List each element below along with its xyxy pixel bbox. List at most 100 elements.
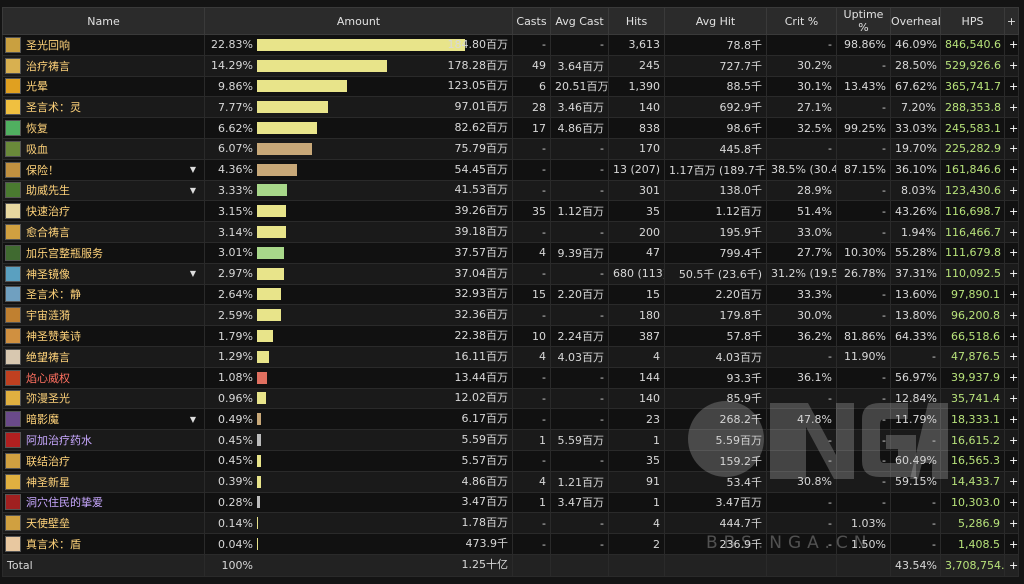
add-button[interactable]: + (1004, 387, 1019, 410)
ability-name[interactable]: 圣光回响 (26, 38, 70, 52)
ability-row[interactable]: 愈合祷言 3.14% 39.18百万 - -200 195.9千 33.0% -1.94% 11… (2, 221, 1019, 243)
header-row: Name Amount Casts Avg Cast Hits Avg Hit … (2, 7, 1019, 35)
ability-row[interactable]: 宇宙涟漪 2.59% 32.36百万 - -180 179.8千 30.0% -13.80% 9… (2, 304, 1019, 327)
ability-row[interactable]: 真言术：盾 0.04% 473.9千 - -2 236.9千 -1.50% -1,408.5 + (2, 533, 1019, 555)
ability-row[interactable]: 联结治疗 0.45% 5.57百万 - -35 159.2千 - -60.49% 16,565.… (2, 449, 1019, 472)
col-uptime-header[interactable]: Uptime % (836, 7, 891, 35)
amount-percent: 7.77% (218, 100, 253, 114)
expand-caret-icon[interactable]: ▼ (189, 185, 196, 195)
ability-row[interactable]: 阿加治疗药水 0.45% 5.59百万 1 5.59百万 1 5.59百万 - - -16,615… (2, 429, 1019, 451)
ability-name[interactable]: 恢复 (26, 122, 48, 136)
add-button[interactable]: + (1004, 345, 1019, 368)
ability-name[interactable]: 真言术：盾 (26, 538, 81, 552)
ability-row[interactable]: 圣言术：灵 7.77% 97.01百万 28 3.46百万 140 692.9千 27.1% -… (2, 96, 1019, 119)
ability-name[interactable]: 天使壁垒 (26, 517, 70, 531)
col-name-header[interactable]: Name (2, 7, 205, 35)
add-button[interactable]: + (1004, 408, 1019, 431)
add-button[interactable]: + (1004, 325, 1019, 347)
ability-name[interactable]: 绝望祷言 (26, 350, 70, 364)
ability-name[interactable]: 焰心威权 (26, 371, 70, 385)
ability-row[interactable]: 吸血 6.07% 75.79百万 - -170 445.8千 - -19.70% 225,282… (2, 137, 1019, 160)
ability-name[interactable]: 神圣新星 (26, 475, 70, 489)
ability-name[interactable]: 加乐宫整瓶服务 (26, 246, 103, 260)
ability-name[interactable]: 洞穴住民的挚爱 (26, 496, 103, 510)
add-button[interactable]: + (1004, 429, 1019, 451)
add-button[interactable]: + (1004, 117, 1019, 139)
add-button[interactable]: + (1004, 179, 1019, 202)
ability-row[interactable]: 恢复 6.62% 82.62百万 17 4.86百万 838 98.6千 32.5% 99.25… (2, 117, 1019, 139)
ability-row[interactable]: 天使壁垒 0.14% 1.78百万 - -4 444.7千 -1.03% -5,286.9 + (2, 512, 1019, 535)
ability-name[interactable]: 吸血 (26, 142, 48, 156)
ability-row[interactable]: 焰心威权 1.08% 13.44百万 - -144 93.3千 36.1% -56.97% 39… (2, 366, 1019, 389)
add-button[interactable]: + (1004, 283, 1019, 306)
col-amount-header[interactable]: Amount (204, 7, 513, 35)
ability-row[interactable]: 光晕 9.86% 123.05百万 6 20.51百万 1,390 88.5千 30.1% 13… (2, 75, 1019, 98)
add-button[interactable]: + (1004, 241, 1019, 264)
amount-percent: 3.14% (218, 225, 253, 239)
ability-row[interactable]: 快速治疗 3.15% 39.26百万 35 1.12百万 35 1.12百万 51.4% -43… (2, 200, 1019, 223)
ability-row[interactable]: 弥漫圣光 0.96% 12.02百万 - -140 85.9千 - -12.84% 35,741… (2, 387, 1019, 410)
ability-name[interactable]: 暗影魔 (26, 413, 59, 427)
ability-name[interactable]: 治疗祷言 (26, 59, 70, 73)
ability-name[interactable]: 宇宙涟漪 (26, 309, 70, 323)
amount-value: 13.44百万 (454, 370, 509, 384)
hps-value: 288,353.8 (940, 96, 1005, 119)
ability-row[interactable]: 洞穴住民的挚爱 0.28% 3.47百万 1 3.47百万 1 3.47百万 - - -10,30… (2, 491, 1019, 514)
col-overheal-header[interactable]: Overheal (890, 7, 941, 35)
ability-name[interactable]: 保险！ (26, 163, 59, 177)
add-button[interactable]: + (1004, 75, 1019, 98)
ability-row[interactable]: 圣光回响 22.83% 184.80百万 - -3,613 78.8千 -98.86% 46.… (2, 34, 1019, 56)
ability-row[interactable]: 暗影魔 ▼ 0.49% 6.17百万 - -23 268.2千 47.8% -11.79% 18,… (2, 408, 1019, 431)
ability-name[interactable]: 愈合祷言 (26, 226, 70, 240)
ability-name[interactable]: 神圣赞美诗 (26, 330, 81, 344)
add-button[interactable]: + (1004, 533, 1019, 555)
add-button[interactable]: + (1004, 491, 1019, 514)
add-row-button[interactable]: + (1004, 553, 1019, 577)
add-button[interactable]: + (1004, 470, 1019, 493)
add-button[interactable]: + (1004, 449, 1019, 472)
ability-row[interactable]: 保险！ ▼ 4.36% 54.45百万 - -13 (207) 1.17百万 (189.7千… (2, 158, 1019, 181)
add-button[interactable]: + (1004, 366, 1019, 389)
col-hps-header[interactable]: HPS (940, 7, 1005, 35)
ability-name[interactable]: 弥漫圣光 (26, 392, 70, 406)
add-button[interactable]: + (1004, 54, 1019, 77)
ability-row[interactable]: 助威先生 ▼ 3.33% 41.53百万 - -301 138.0千 28.9% -8.03% 1… (2, 179, 1019, 202)
add-button[interactable]: + (1004, 304, 1019, 327)
col-avg-hit-header[interactable]: Avg Hit (664, 7, 767, 35)
add-button[interactable]: + (1004, 137, 1019, 160)
ability-row[interactable]: 治疗祷言 14.29% 178.28百万 49 3.64百万 245 727.7千 30.2%… (2, 54, 1019, 77)
expand-caret-icon[interactable]: ▼ (189, 165, 196, 175)
ability-row[interactable]: 神圣新星 0.39% 4.86百万 4 1.21百万 91 53.4千 30.8% -59.15… (2, 470, 1019, 493)
ability-name[interactable]: 助威先生 (26, 184, 70, 198)
col-avg-cast-header[interactable]: Avg Cast (550, 7, 609, 35)
ability-row[interactable]: 神圣赞美诗 1.79% 22.38百万 10 2.24百万 387 57.8千 36.2% 81… (2, 325, 1019, 347)
hits: 4 (608, 512, 665, 535)
ability-row[interactable]: 圣言术：静 2.64% 32.93百万 15 2.20百万 15 2.20百万 33.3% -1… (2, 283, 1019, 306)
add-button[interactable]: + (1004, 34, 1019, 56)
expand-caret-icon[interactable]: ▼ (189, 414, 196, 424)
add-button[interactable]: + (1004, 512, 1019, 535)
add-button[interactable]: + (1004, 221, 1019, 243)
add-button[interactable]: + (1004, 96, 1019, 119)
ability-row[interactable]: 加乐宫整瓶服务 3.01% 37.57百万 4 9.39百万 47 799.4千 27.7% 1… (2, 241, 1019, 264)
avg-cast: - (550, 304, 609, 327)
ability-row[interactable]: 绝望祷言 1.29% 16.11百万 4 4.03百万 4 4.03百万 -11.90% -47… (2, 345, 1019, 368)
ability-name[interactable]: 圣言术：灵 (26, 101, 81, 115)
add-button[interactable]: + (1004, 200, 1019, 223)
add-button[interactable]: + (1004, 262, 1019, 285)
col-hits-header[interactable]: Hits (608, 7, 665, 35)
ability-name[interactable]: 快速治疗 (26, 205, 70, 219)
col-crit-header[interactable]: Crit % (766, 7, 837, 35)
expand-caret-icon[interactable]: ▼ (189, 269, 196, 279)
ability-name[interactable]: 神圣镜像 (26, 267, 70, 281)
add-column-button[interactable]: + (1004, 7, 1019, 35)
ability-name[interactable]: 联结治疗 (26, 454, 70, 468)
ability-row[interactable]: 神圣镜像 ▼ 2.97% 37.04百万 - -680 (113) 50.5千 (23.6千… (2, 262, 1019, 285)
flash-heal-icon (5, 203, 21, 220)
ability-name[interactable]: 阿加治疗药水 (26, 434, 92, 448)
add-button[interactable]: + (1004, 158, 1019, 181)
col-casts-header[interactable]: Casts (512, 7, 551, 35)
ability-name[interactable]: 圣言术：静 (26, 288, 81, 302)
ability-name[interactable]: 光晕 (26, 80, 48, 94)
watermark-text: BBS.NGA.CN (706, 533, 873, 553)
